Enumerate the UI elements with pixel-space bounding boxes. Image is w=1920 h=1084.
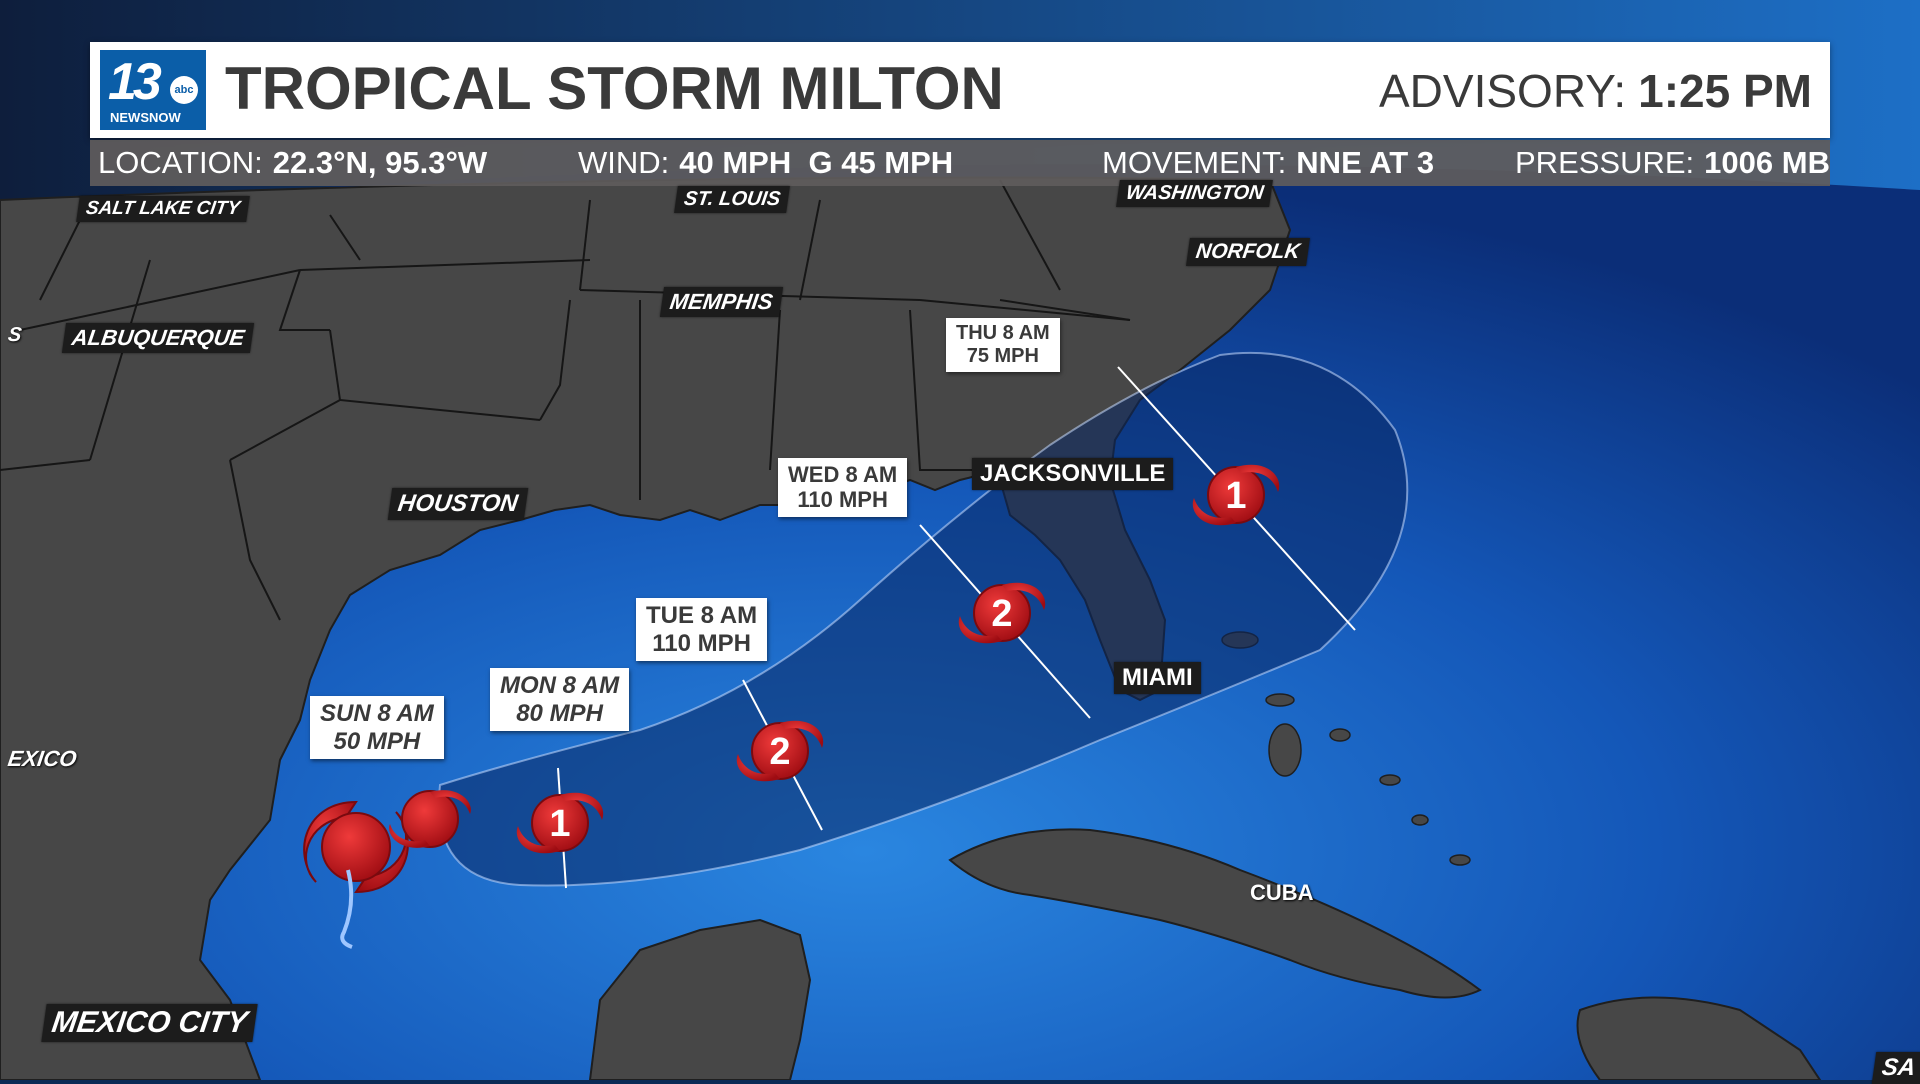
city-label-cuba: CUBA bbox=[1250, 880, 1314, 905]
city-label-salt-lake-city: SALT LAKE CITY bbox=[76, 196, 250, 222]
pressure-info: PRESSURE: 1006 MB bbox=[1515, 145, 1830, 181]
city-label-miami: MIAMI bbox=[1114, 662, 1201, 694]
movement-info: MOVEMENT: NNE AT 3 bbox=[1102, 145, 1434, 181]
location-info: LOCATION: 22.3°N, 95.3°W bbox=[98, 145, 487, 181]
cuba-island bbox=[948, 828, 1482, 999]
storm-title: TROPICAL STORM MILTON bbox=[225, 55, 1004, 122]
advisory-value: 1:25 PM bbox=[1638, 65, 1812, 117]
city-label-houston: HOUSTON bbox=[387, 488, 528, 520]
advisory-label: ADVISORY: bbox=[1379, 65, 1627, 117]
forecast-time: MON 8 AM bbox=[500, 672, 620, 699]
forecast-box-thu: THU 8 AM 75 MPH bbox=[946, 318, 1060, 372]
city-label-norfolk: NORFOLK bbox=[1186, 238, 1310, 266]
movement-value: NNE AT 3 bbox=[1296, 145, 1435, 180]
city-label-albuquerque: ALBUQUERQUE bbox=[61, 323, 255, 353]
hispaniola bbox=[1576, 996, 1822, 1080]
location-value: 22.3°N, 95.3°W bbox=[272, 145, 488, 180]
header-bar: 13 abc NEWSNOW TROPICAL STORM MILTON ADV… bbox=[90, 42, 1830, 138]
forecast-wind: 110 MPH bbox=[652, 629, 751, 657]
city-label-mexico-city: MEXICO CITY bbox=[41, 1004, 258, 1042]
city-label-washington: WASHINGTON bbox=[1116, 180, 1274, 207]
tropical-storm-secondary-icon bbox=[389, 790, 471, 848]
hurricane-symbol-icon: 2 bbox=[958, 582, 1046, 644]
forecast-time: TUE 8 AM bbox=[646, 602, 758, 629]
hurricane-category: 1 bbox=[1225, 475, 1246, 517]
forecast-box-wed: WED 8 AM 110 MPH bbox=[778, 458, 908, 517]
state-borders bbox=[0, 179, 1131, 621]
wind-info: WIND: 40 MPH G 45 MPH bbox=[578, 145, 953, 181]
pressure-label: PRESSURE: bbox=[1515, 145, 1695, 180]
logo-subtitle: NEWSNOW bbox=[110, 110, 181, 125]
wind-label: WIND: bbox=[578, 145, 670, 180]
hurricane-symbol-icon: 2 bbox=[736, 720, 824, 782]
hurricane-category: 1 bbox=[549, 803, 570, 845]
logo-number: 13 bbox=[108, 53, 162, 111]
advisory-time: ADVISORY: 1:25 PM bbox=[1379, 64, 1812, 118]
city-label-jacksonville: JACKSONVILLE bbox=[972, 458, 1174, 490]
forecast-wind: 75 MPH bbox=[966, 345, 1039, 367]
forecast-box-tue: TUE 8 AM 110 MPH bbox=[636, 598, 768, 662]
storm-info-bar: LOCATION: 22.3°N, 95.3°W WIND: 40 MPH G 45… bbox=[90, 140, 1830, 186]
movement-label: MOVEMENT: bbox=[1102, 145, 1287, 180]
location-label: LOCATION: bbox=[98, 145, 263, 180]
yucatan bbox=[588, 918, 812, 1080]
forecast-wind: 80 MPH bbox=[516, 699, 603, 727]
city-label-edge-right: SA bbox=[1871, 1052, 1920, 1084]
station-logo[interactable]: 13 abc NEWSNOW bbox=[100, 50, 206, 130]
hurricane-symbol-icon: 1 bbox=[1192, 464, 1280, 526]
forecast-box-mon: MON 8 AM 80 MPH bbox=[490, 668, 630, 732]
city-label-memphis: MEMPHIS bbox=[659, 287, 783, 317]
forecast-box-sun: SUN 8 AM 50 MPH bbox=[310, 696, 444, 760]
forecast-wind: 110 MPH bbox=[797, 487, 888, 513]
hurricane-symbol-icon: 1 bbox=[516, 792, 604, 854]
pressure-value: 1006 MB bbox=[1704, 145, 1830, 180]
forecast-time: SUN 8 AM bbox=[320, 700, 434, 727]
network-logo-icon: abc bbox=[170, 76, 198, 104]
forecast-time: THU 8 AM bbox=[956, 322, 1050, 344]
forecast-wind: 50 MPH bbox=[333, 727, 421, 755]
wind-value: 40 MPH G 45 MPH bbox=[679, 145, 954, 180]
city-label-edge-left: S bbox=[6, 324, 23, 346]
tropical-storm-symbol-icon bbox=[303, 800, 409, 949]
hurricane-category: 2 bbox=[769, 731, 790, 773]
city-label-st-louis: ST. LOUIS bbox=[674, 186, 791, 213]
hurricane-category: 2 bbox=[991, 593, 1012, 635]
city-label-mexico: EXICO bbox=[6, 746, 79, 771]
forecast-time: WED 8 AM bbox=[788, 462, 898, 487]
